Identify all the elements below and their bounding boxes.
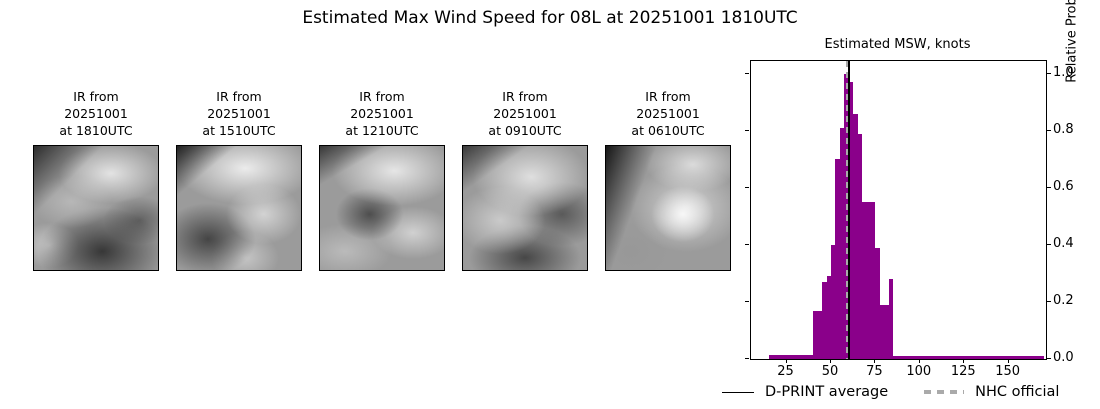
solid-line-swatch-icon bbox=[722, 391, 754, 393]
histogram-bar-segment bbox=[888, 279, 894, 359]
y-axis-tick-label: 0.6 bbox=[1053, 178, 1074, 194]
panel-label-line: at 1510UTC bbox=[202, 123, 276, 138]
x-axis-tick bbox=[785, 359, 787, 363]
x-axis-tick-label: 150 bbox=[995, 364, 1021, 379]
panel-label-line: IR from bbox=[359, 89, 405, 104]
histogram-bar-segment bbox=[879, 304, 889, 359]
panel-label-line: at 1810UTC bbox=[59, 123, 133, 138]
dashed-line-swatch-icon bbox=[924, 390, 965, 394]
y-axis-tick bbox=[745, 186, 749, 188]
y-axis-tick bbox=[745, 129, 749, 131]
y-axis-tick-label: 0.8 bbox=[1053, 121, 1074, 137]
y-axis-tick-label: 0.2 bbox=[1053, 292, 1074, 308]
panel-label-line: 20251001 bbox=[636, 106, 700, 121]
x-axis-tick bbox=[963, 359, 965, 363]
histogram-bar-segment bbox=[835, 159, 840, 359]
y-axis-tick bbox=[1047, 243, 1051, 245]
y-axis-tick bbox=[1047, 358, 1051, 359]
histogram-plot-area bbox=[750, 60, 1047, 360]
histogram-bar-segment bbox=[826, 276, 831, 359]
x-axis-tick-label: 125 bbox=[950, 364, 976, 379]
histogram-bar-segment bbox=[839, 128, 845, 359]
panel-label-1510utc: IR from 20251001 at 1510UTC bbox=[159, 88, 319, 139]
panel-label-line: IR from bbox=[645, 89, 691, 104]
panel-label-0610utc: IR from 20251001 at 0610UTC bbox=[588, 88, 748, 139]
y-axis-tick bbox=[1047, 300, 1051, 302]
dprint-average-line bbox=[848, 61, 851, 359]
panel-label-0910utc: IR from 20251001 at 0910UTC bbox=[445, 88, 605, 139]
histogram-bar-segment bbox=[875, 247, 880, 359]
y-axis-tick bbox=[1047, 129, 1051, 131]
histogram-bar-segment bbox=[830, 244, 836, 359]
histogram-bar-segment bbox=[768, 354, 814, 359]
x-axis-tick-label: 50 bbox=[821, 364, 839, 379]
y-axis-tick-label: 0.4 bbox=[1053, 235, 1074, 251]
histogram-bar-segment bbox=[893, 356, 1045, 359]
y-axis-tick bbox=[745, 300, 749, 302]
histogram-bar-segment bbox=[822, 282, 827, 359]
x-axis-tick-label: 100 bbox=[906, 364, 932, 379]
panel-label-line: at 1210UTC bbox=[345, 123, 419, 138]
panel-label-1210utc: IR from 20251001 at 1210UTC bbox=[302, 88, 462, 139]
y-axis-tick-label: 0.0 bbox=[1053, 350, 1074, 365]
legend-label-nhc-official: NHC official bbox=[975, 384, 1060, 400]
panel-label-line: 20251001 bbox=[64, 106, 128, 121]
y-axis-tick bbox=[745, 72, 749, 74]
histogram-bar-segment bbox=[848, 82, 854, 359]
panel-label-line: at 0910UTC bbox=[488, 123, 562, 138]
panel-label-1810utc: IR from 20251001 at 1810UTC bbox=[16, 88, 176, 139]
y-axis-label: Relative Prob bbox=[1064, 0, 1080, 83]
x-axis-tick bbox=[918, 359, 920, 363]
y-axis-tick bbox=[1047, 72, 1051, 74]
panel-label-line: 20251001 bbox=[493, 106, 557, 121]
figure-title: Estimated Max Wind Speed for 08L at 2025… bbox=[302, 8, 798, 28]
x-axis-tick bbox=[874, 359, 876, 363]
histogram-title: Estimated MSW, knots bbox=[824, 37, 971, 52]
histogram-bar-segment bbox=[853, 113, 858, 359]
y-axis-tick bbox=[1047, 186, 1051, 188]
histogram-bar-segment bbox=[813, 310, 823, 359]
nhc-official-line bbox=[846, 61, 850, 359]
histogram-bar-segment bbox=[862, 202, 876, 359]
satellite-ir-image-1510utc bbox=[176, 145, 302, 271]
x-axis-tick bbox=[1007, 359, 1009, 363]
legend-label-dprint-average: D-PRINT average bbox=[765, 384, 889, 400]
panel-label-line: 20251001 bbox=[350, 106, 414, 121]
panel-label-line: IR from bbox=[502, 89, 548, 104]
x-axis-tick-label: 25 bbox=[777, 364, 794, 379]
panel-label-line: at 0610UTC bbox=[631, 123, 705, 138]
histogram-bar-segment bbox=[857, 133, 863, 359]
satellite-ir-image-0910utc bbox=[462, 145, 588, 271]
panel-label-line: 20251001 bbox=[207, 106, 271, 121]
y-axis-tick bbox=[745, 243, 749, 245]
satellite-ir-image-1210utc bbox=[319, 145, 445, 271]
panel-label-line: IR from bbox=[73, 89, 119, 104]
x-axis-tick bbox=[829, 359, 831, 363]
satellite-ir-image-1810utc bbox=[33, 145, 159, 271]
satellite-ir-image-0610utc bbox=[605, 145, 731, 271]
panel-label-line: IR from bbox=[216, 89, 262, 104]
y-axis-tick bbox=[745, 358, 749, 359]
x-axis-tick-label: 75 bbox=[866, 364, 883, 379]
y-axis-tick-label: 1.0 bbox=[1053, 64, 1074, 80]
chart-legend: D-PRINT average NHC official bbox=[722, 384, 1059, 400]
